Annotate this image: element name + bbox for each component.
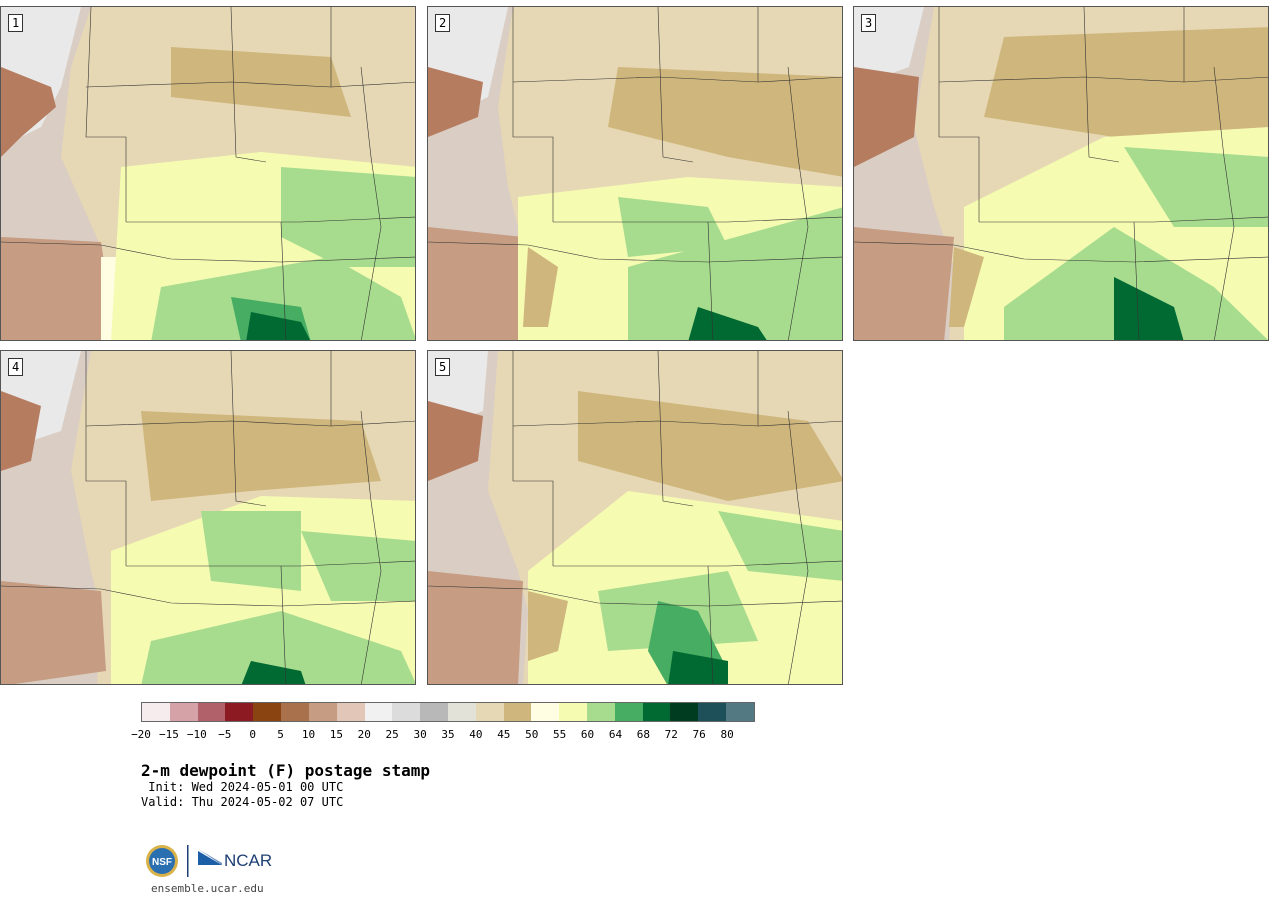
colorbar-swatch (169, 703, 198, 721)
logo-divider (187, 845, 189, 877)
map-panel-2: 2 (427, 6, 843, 341)
colorbar-swatch (475, 703, 504, 721)
colorbar-tick-label: 64 (608, 728, 623, 741)
site-url: ensemble.ucar.edu (151, 882, 264, 895)
panel-number: 5 (435, 358, 451, 376)
colorbar-swatch (142, 703, 170, 721)
colorbar-swatch (559, 703, 587, 721)
panel-number: 3 (861, 14, 877, 32)
chart-title: 2-m dewpoint (F) postage stamp (141, 761, 430, 780)
colorbar-tick-label: 35 (441, 728, 455, 741)
colorbar-tick-label: 30 (413, 728, 427, 741)
dewpoint-map-5 (428, 351, 842, 684)
colorbar-tick-label: 76 (692, 728, 706, 741)
panel-number: 4 (8, 358, 24, 376)
colorbar-swatch (614, 703, 643, 721)
map-panel-5: 5 (427, 350, 843, 685)
colorbar-tick-label: 15 (329, 728, 343, 741)
colorbar-tick-label: 40 (469, 728, 483, 741)
logos: NSF NCAR (144, 843, 274, 879)
colorbar-swatch (392, 703, 421, 721)
colorbar-tick-label: −10 (186, 728, 207, 741)
colorbar-swatch (197, 703, 226, 721)
colorbar-tick-label: −5 (218, 728, 232, 741)
colorbar (141, 702, 755, 722)
colorbar-swatch (253, 703, 282, 721)
map-panel-1: 1 (0, 6, 416, 341)
dewpoint-map-2 (428, 7, 842, 340)
colorbar-tick-label: 68 (636, 728, 650, 741)
init-time: Init: Wed 2024-05-01 00 UTC (141, 780, 344, 794)
dewpoint-map-4 (1, 351, 415, 684)
colorbar-tick-label: −15 (158, 728, 179, 741)
colorbar-tick-label: 55 (553, 728, 567, 741)
colorbar-swatch (698, 703, 727, 721)
colorbar-tick-label: 25 (385, 728, 399, 741)
colorbar-swatch (726, 703, 754, 721)
colorbar-tick-label: 72 (664, 728, 678, 741)
colorbar-swatch (642, 703, 671, 721)
dewpoint-map-3 (854, 7, 1268, 340)
colorbar-swatch (281, 703, 309, 721)
ncar-logo-text: NCAR (224, 851, 272, 870)
colorbar-tick-label: 20 (357, 728, 371, 741)
valid-time: Valid: Thu 2024-05-02 07 UTC (141, 795, 344, 809)
colorbar-swatch (447, 703, 476, 721)
colorbar-tick-label: 10 (301, 728, 316, 741)
colorbar-swatch (503, 703, 532, 721)
panel-number: 1 (8, 14, 24, 32)
colorbar-swatch (670, 703, 699, 721)
colorbar-swatch (225, 703, 254, 721)
panel-number: 2 (435, 14, 451, 32)
colorbar-tick-label: 80 (720, 728, 734, 741)
colorbar-tick-label: −20 (131, 728, 151, 741)
colorbar-swatch (531, 703, 560, 721)
colorbar-tick-label: 45 (497, 728, 511, 741)
colorbar-swatch (364, 703, 393, 721)
colorbar-ticks: −20 −15 −10 −5 0 5 10 15 20 25 30 35 40 45 50 55 60 64 68 7… (131, 728, 755, 742)
dewpoint-map-1 (1, 7, 415, 340)
map-panel-3: 3 (853, 6, 1269, 341)
colorbar-swatch (420, 703, 448, 721)
colorbar-swatch (587, 703, 615, 721)
colorbar-tick-label: 50 (525, 728, 539, 741)
ncar-logo: NCAR (198, 849, 272, 870)
nsf-logo: NSF (146, 845, 178, 877)
nsf-logo-text: NSF (152, 857, 172, 868)
colorbar-tick-label: 60 (580, 728, 595, 741)
colorbar-swatch (308, 703, 337, 721)
colorbar-swatch (336, 703, 365, 721)
colorbar-tick-label: 5 (277, 728, 284, 741)
map-panel-4: 4 (0, 350, 416, 685)
colorbar-tick-label: 0 (249, 728, 256, 741)
